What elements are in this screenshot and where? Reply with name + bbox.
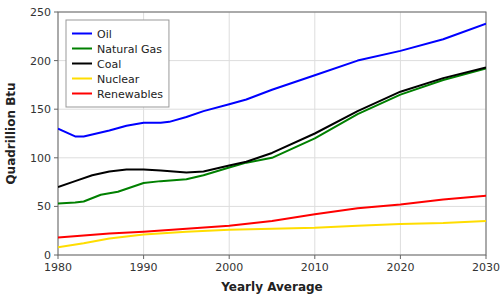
tick-label-x: 1990 <box>130 261 158 274</box>
legend-swatch <box>72 48 92 50</box>
legend: Oil Natural Gas Coal Nuclear Renewables <box>66 20 169 107</box>
legend-box <box>66 20 169 107</box>
series-line <box>58 221 486 247</box>
legend-label: Oil <box>97 28 112 41</box>
tick-x <box>58 255 59 259</box>
tick-y <box>54 255 58 256</box>
tick-label-y: 200 <box>30 55 51 68</box>
legend-label: Renewables <box>97 88 163 101</box>
legend-swatch <box>72 33 92 35</box>
chart: 1980 1990 2000 2010 2020 2030 0 50 100 150 200 250 Y… <box>0 0 500 301</box>
tick-x <box>143 255 144 259</box>
tick-y <box>54 12 58 13</box>
legend-swatch <box>72 93 92 95</box>
legend-label: Nuclear <box>97 73 140 86</box>
tick-x <box>486 255 487 259</box>
series-line <box>58 68 486 203</box>
tick-x <box>400 255 401 259</box>
grid-line-y <box>58 109 486 110</box>
legend-label: Natural Gas <box>97 43 162 56</box>
grid-line-x <box>400 12 401 255</box>
series-line <box>58 196 486 238</box>
legend-label: Coal <box>97 58 121 71</box>
plot-frame <box>58 12 486 255</box>
tick-y <box>54 206 58 207</box>
tick-label-x: 2010 <box>301 261 329 274</box>
tick-x <box>229 255 230 259</box>
tick-label-y: 50 <box>37 200 51 213</box>
tick-label-y: 150 <box>30 103 51 116</box>
tick-y <box>54 157 58 158</box>
tick-label-x: 2030 <box>472 261 500 274</box>
tick-label-y: 0 <box>44 249 51 262</box>
grid <box>58 12 486 255</box>
grid-line-y <box>58 206 486 207</box>
tick-label-y: 100 <box>30 152 51 165</box>
tick-label-x: 2000 <box>215 261 243 274</box>
legend-swatch <box>72 78 92 80</box>
y-axis-label: Quadrillion Btu <box>4 82 18 184</box>
tick-label-x: 2020 <box>386 261 414 274</box>
tick-y <box>54 60 58 61</box>
x-axis-label: Yearly Average <box>220 280 322 294</box>
legend-swatch <box>72 63 92 65</box>
tick-label-x: 1980 <box>44 261 72 274</box>
tick-label-y: 250 <box>30 6 51 19</box>
series-line <box>58 67 486 187</box>
tick-x <box>314 255 315 259</box>
grid-line-x <box>229 12 230 255</box>
tick-y <box>54 109 58 110</box>
